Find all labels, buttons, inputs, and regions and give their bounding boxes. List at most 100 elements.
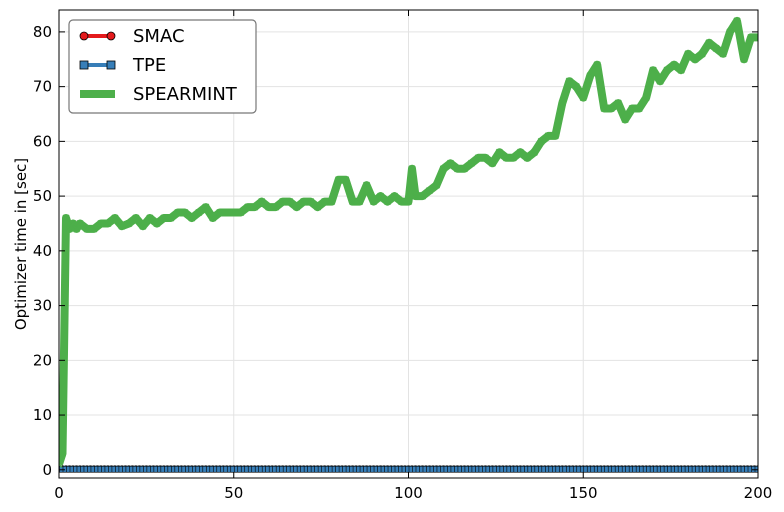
spearmint-marker-stroke (153, 219, 161, 228)
spearmint-marker-stroke (453, 165, 461, 173)
spearmint-point (174, 208, 182, 217)
y-tick-label: 50 (33, 187, 52, 205)
spearmint-marker-stroke (132, 214, 140, 222)
spearmint-point (132, 214, 140, 222)
spearmint-marker-stroke (397, 198, 406, 206)
spearmint-marker-stroke (593, 61, 601, 69)
spearmint-marker-stroke (111, 214, 119, 222)
spearmint-marker-stroke (614, 99, 622, 107)
y-tick-label: 10 (33, 406, 52, 424)
spearmint-marker-stroke (279, 198, 287, 206)
spearmint-point (698, 50, 706, 58)
spearmint-point (726, 28, 734, 36)
spearmint-point (460, 165, 468, 173)
spearmint-point (530, 148, 538, 156)
spearmint-point (425, 187, 434, 195)
spearmint-marker-stroke (65, 225, 74, 233)
spearmint-point (754, 33, 758, 41)
spearmint-marker-stroke (726, 28, 734, 36)
spearmint-marker-stroke (390, 192, 399, 200)
spearmint-marker-stroke (195, 208, 203, 217)
y-tick-label: 0 (42, 461, 52, 479)
spearmint-marker-stroke (62, 214, 70, 222)
spearmint-marker-stroke (265, 203, 273, 211)
spearmint-point (705, 39, 713, 47)
spearmint-marker-stroke (523, 154, 531, 162)
spearmint-point (83, 225, 91, 233)
spearmint-marker-stroke (181, 208, 189, 217)
y-tick-label: 30 (33, 297, 52, 315)
spearmint-marker-stroke (579, 94, 587, 102)
spearmint-marker-stroke (754, 36, 758, 41)
spearmint-marker-stroke (509, 154, 517, 162)
spearmint-marker-stroke (356, 198, 364, 206)
spearmint-point (62, 214, 70, 222)
spearmint-marker-stroke (572, 83, 580, 91)
spearmint-marker-stroke (684, 50, 692, 58)
spearmint-marker-stroke (516, 148, 524, 156)
spearmint-marker-stroke (125, 219, 133, 228)
spearmint-marker-stroke (411, 192, 420, 200)
spearmint-point (209, 214, 217, 222)
spearmint-point (377, 192, 385, 200)
spearmint-point (600, 104, 608, 113)
spearmint-point (188, 214, 196, 222)
spearmint-marker-stroke (160, 214, 168, 222)
spearmint-point (167, 214, 175, 222)
spearmint-marker-stroke (698, 50, 706, 58)
spearmint-point (111, 214, 119, 222)
spearmint-marker-stroke (544, 132, 552, 140)
legend-swatch-marker (79, 60, 89, 70)
spearmint-marker-stroke (677, 66, 685, 74)
spearmint-marker-stroke (551, 132, 559, 140)
spearmint-marker-stroke (209, 214, 217, 222)
spearmint-point (446, 159, 454, 167)
spearmint-point (614, 99, 622, 107)
spearmint-marker-stroke (69, 219, 77, 228)
spearmint-marker-stroke (286, 198, 294, 206)
spearmint-point (677, 66, 685, 74)
spearmint-marker-stroke (328, 198, 336, 206)
spearmint-point (181, 208, 189, 217)
spearmint-point (97, 219, 105, 228)
spearmint-marker-stroke (167, 214, 175, 222)
spearmint-point (747, 33, 755, 41)
legend-label: TPE (132, 55, 166, 76)
spearmint-marker-stroke (104, 219, 112, 228)
spearmint-marker-stroke (691, 55, 699, 63)
legend-item-spearmint: SPEARMINT (80, 84, 238, 105)
legend: SMAC TPE SPEARMINT (68, 19, 257, 114)
spearmint-point (293, 203, 301, 211)
spearmint-marker-stroke (607, 104, 615, 113)
spearmint-point (321, 198, 329, 206)
spearmint-point (300, 198, 308, 206)
series-lines (59, 16, 758, 473)
tpe-point (754, 465, 758, 473)
spearmint-point (733, 17, 741, 25)
spearmint-point (495, 148, 503, 156)
spearmint-marker-stroke (628, 104, 636, 113)
axis-ticks: 0 50 100 150 200 0 10 20 30 40 50 60 70 80 (33, 10, 772, 502)
spearmint-marker-stroke (460, 165, 468, 173)
spearmint-point (670, 61, 678, 69)
spearmint-point (139, 222, 147, 230)
spearmint-marker-stroke (740, 55, 748, 63)
spearmint-point (663, 66, 671, 74)
spearmint-point (432, 181, 440, 189)
x-tick-label: 150 (569, 484, 598, 502)
spearmint-point (453, 165, 461, 173)
spearmint-point (69, 219, 77, 228)
legend-label: SMAC (133, 26, 185, 47)
spearmint-point (223, 208, 231, 217)
spearmint-point (467, 159, 475, 167)
spearmint-marker-stroke (663, 66, 671, 74)
spearmint-marker-stroke (754, 33, 758, 39)
spearmint-point (502, 154, 510, 162)
spearmint-marker-stroke (300, 198, 308, 206)
spearmint-point (397, 198, 406, 206)
spearmint-marker-stroke (335, 176, 343, 184)
spearmint-point (65, 225, 74, 233)
x-tick-label: 0 (54, 484, 64, 502)
spearmint-point (258, 198, 266, 206)
